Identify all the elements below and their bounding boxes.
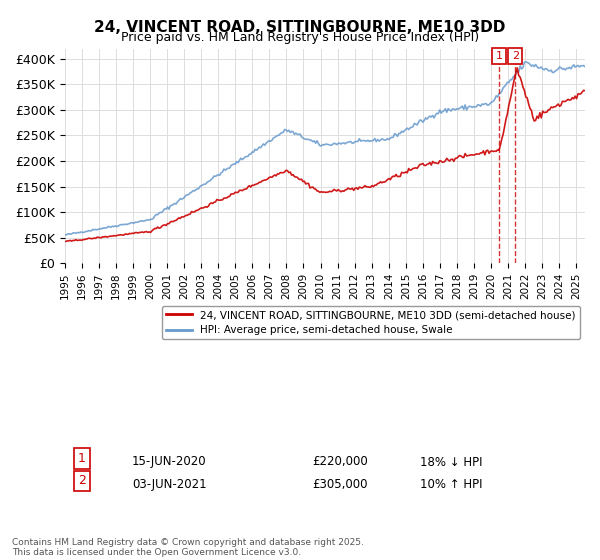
- Text: Contains HM Land Registry data © Crown copyright and database right 2025.
This d: Contains HM Land Registry data © Crown c…: [12, 538, 364, 557]
- Text: 1: 1: [78, 452, 86, 465]
- Text: £220,000: £220,000: [312, 455, 368, 469]
- Text: 18% ↓ HPI: 18% ↓ HPI: [420, 455, 482, 469]
- Text: 1: 1: [496, 51, 503, 61]
- Text: Price paid vs. HM Land Registry's House Price Index (HPI): Price paid vs. HM Land Registry's House …: [121, 31, 479, 44]
- Text: 10% ↑ HPI: 10% ↑ HPI: [420, 478, 482, 491]
- Text: 15-JUN-2020: 15-JUN-2020: [132, 455, 206, 469]
- Legend: 24, VINCENT ROAD, SITTINGBOURNE, ME10 3DD (semi-detached house), HPI: Average pr: 24, VINCENT ROAD, SITTINGBOURNE, ME10 3D…: [161, 306, 580, 339]
- Text: 03-JUN-2021: 03-JUN-2021: [132, 478, 206, 491]
- Text: 2: 2: [78, 474, 86, 487]
- Text: £305,000: £305,000: [312, 478, 367, 491]
- Text: 2: 2: [512, 51, 519, 61]
- Text: 24, VINCENT ROAD, SITTINGBOURNE, ME10 3DD: 24, VINCENT ROAD, SITTINGBOURNE, ME10 3D…: [94, 20, 506, 35]
